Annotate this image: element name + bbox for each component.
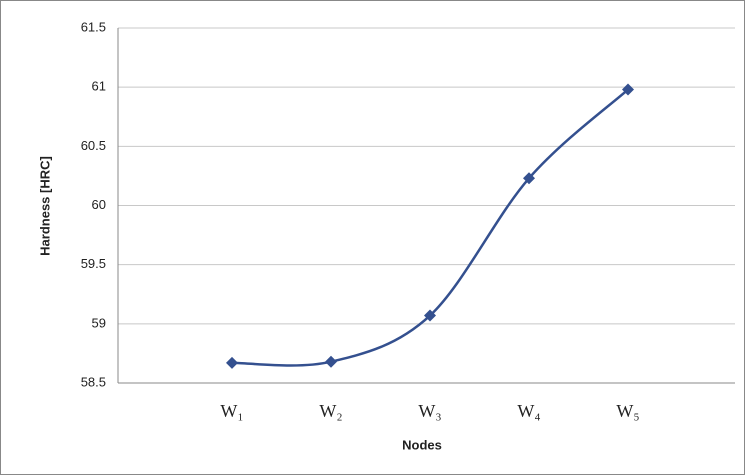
data-line [231, 88, 629, 367]
y-tick-label: 59.5 [81, 256, 106, 271]
x-tick-label: W₄ [517, 401, 540, 421]
y-tick-label: 61 [92, 79, 106, 94]
marker [424, 309, 436, 322]
x-tick-label: W₅ [616, 401, 639, 421]
y-tick-label: 60 [92, 197, 106, 212]
marker [622, 83, 634, 96]
y-tick-label: 61.5 [81, 19, 106, 34]
y-tick-label: 58.5 [81, 374, 106, 389]
marker [523, 172, 535, 185]
x-tick-label: W₃ [418, 401, 441, 421]
x-tick-label: W₂ [319, 401, 342, 421]
marker [226, 356, 238, 369]
y-tick-label: 59 [92, 315, 106, 330]
x-tick-label: W₁ [220, 401, 243, 421]
marker [325, 355, 337, 368]
x-axis-label: Nodes [402, 437, 442, 452]
y-tick-label: 60.5 [81, 138, 106, 153]
y-axis-label: Hardness [HRC] [37, 156, 52, 256]
